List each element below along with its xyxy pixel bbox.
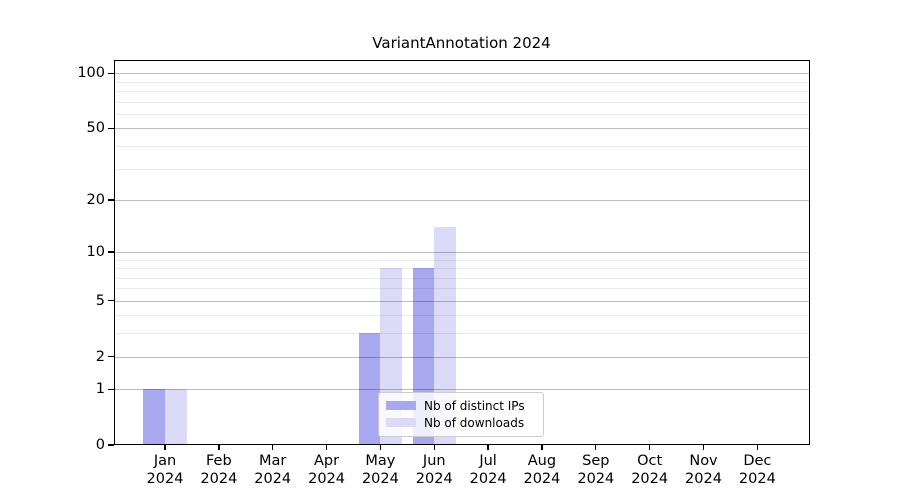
y-tick-label-0: 0 [95, 437, 105, 453]
plot-area [113, 60, 810, 445]
month-label: Dec [743, 453, 772, 469]
x-tick-feb [218, 445, 220, 450]
gridline-minor-3 [113, 333, 810, 335]
year-label: 2024 [631, 471, 669, 487]
y-tick-label-10: 10 [86, 243, 105, 260]
year-label: 2024 [738, 471, 776, 487]
bar-distinct-ips-may [358, 333, 381, 445]
gridline-major-5 [113, 300, 810, 302]
x-tick-label-oct: Oct 2024 [615, 452, 685, 488]
gridline-major-50 [113, 128, 810, 130]
gridline-major-10 [113, 251, 810, 253]
month-label: Feb [206, 453, 232, 469]
legend: Nb of distinct IPs Nb of downloads [378, 391, 544, 437]
x-tick-oct [648, 445, 651, 450]
y-tick-100 [108, 72, 114, 75]
x-tick-label-aug: Aug 2024 [507, 452, 577, 488]
y-tick-label-50: 50 [86, 120, 105, 137]
bar-downloads-jan [165, 389, 187, 445]
year-label: 2024 [469, 471, 507, 487]
gridline-minor-7 [113, 277, 810, 279]
x-tick-label-jul: Jul 2024 [453, 452, 523, 488]
month-label: Jun [422, 453, 446, 469]
y-tick-label-100: 100 [77, 65, 105, 82]
legend-swatch-downloads-icon [386, 417, 416, 428]
month-label: May [365, 453, 396, 469]
x-tick-aug [541, 445, 543, 450]
month-label: Oct [637, 453, 663, 469]
year-label: 2024 [361, 471, 399, 487]
y-tick-20 [108, 199, 114, 201]
x-tick-apr [325, 445, 328, 450]
y-tick-10 [108, 251, 114, 253]
year-label: 2024 [254, 471, 292, 487]
gridline-major-20 [113, 199, 810, 201]
year-label: 2024 [685, 471, 722, 487]
x-tick-label-dec: Dec 2024 [722, 452, 792, 488]
month-label: Aug [527, 453, 557, 469]
year-label: 2024 [146, 471, 184, 487]
legend-swatch-distinct-ips-icon [386, 400, 416, 411]
gridline-minor-80 [113, 91, 810, 93]
legend-entry-distinct-ips: Nb of distinct IPs [386, 399, 536, 413]
gridline-minor-6 [113, 288, 810, 290]
gridline-minor-8 [113, 268, 810, 270]
y-tick-1 [108, 388, 114, 390]
x-tick-label-may: May 2024 [345, 452, 415, 488]
year-label: 2024 [415, 471, 453, 487]
gridline-minor-9 [113, 259, 810, 261]
y-tick-label-20: 20 [86, 191, 105, 208]
x-tick-jun [433, 445, 435, 450]
x-tick-dec [756, 445, 759, 450]
y-tick-label-1: 1 [95, 381, 105, 398]
x-tick-jul [487, 445, 489, 450]
x-tick-label-apr: Apr 2024 [292, 452, 362, 488]
x-tick-label-feb: Feb 2024 [184, 452, 254, 488]
y-tick-50 [108, 127, 114, 130]
gridline-major-1 [113, 389, 810, 391]
year-label: 2024 [577, 471, 615, 487]
x-tick-label-jun: Jun 2024 [399, 452, 469, 488]
gridline-minor-40 [113, 146, 810, 148]
gridline-major-2 [113, 356, 810, 358]
year-label: 2024 [308, 471, 345, 487]
legend-label: Nb of distinct IPs [424, 398, 525, 413]
y-tick-0 [108, 444, 114, 446]
x-tick-label-sep: Sep 2024 [561, 452, 631, 488]
gridline-major-100 [113, 73, 810, 75]
y-tick-5 [108, 300, 114, 302]
x-tick-label-mar: Mar 2024 [238, 452, 308, 488]
month-label: Nov [689, 453, 718, 469]
gridline-minor-30 [113, 168, 810, 170]
year-label: 2024 [523, 471, 561, 487]
y-tick-2 [108, 355, 114, 358]
bar-distinct-ips-jan [143, 389, 165, 445]
x-tick-mar [272, 445, 274, 450]
x-tick-label-jan: Jan 2024 [130, 452, 200, 488]
gridline-minor-90 [113, 81, 810, 83]
x-tick-label-nov: Nov 2024 [669, 452, 739, 488]
chart-title: VariantAnnotation 2024 [372, 34, 551, 52]
gridline-minor-60 [113, 114, 810, 116]
month-label: Jul [479, 453, 497, 469]
x-tick-sep [595, 445, 597, 450]
x-tick-nov [702, 445, 705, 450]
month-label: Apr [314, 453, 340, 469]
month-label: Jan [153, 453, 177, 469]
month-label: Mar [259, 453, 287, 469]
x-tick-jan [164, 445, 166, 450]
y-tick-label-2: 2 [95, 348, 105, 365]
gridline-minor-4 [113, 315, 810, 317]
y-tick-label-5: 5 [95, 292, 105, 309]
x-tick-may [379, 445, 382, 450]
legend-entry-downloads: Nb of downloads [386, 416, 536, 430]
legend-label: Nb of downloads [424, 415, 525, 430]
bar-downloads-jun [434, 227, 456, 445]
gridline-minor-70 [113, 101, 810, 103]
year-label: 2024 [200, 471, 238, 487]
month-label: Sep [582, 453, 610, 469]
